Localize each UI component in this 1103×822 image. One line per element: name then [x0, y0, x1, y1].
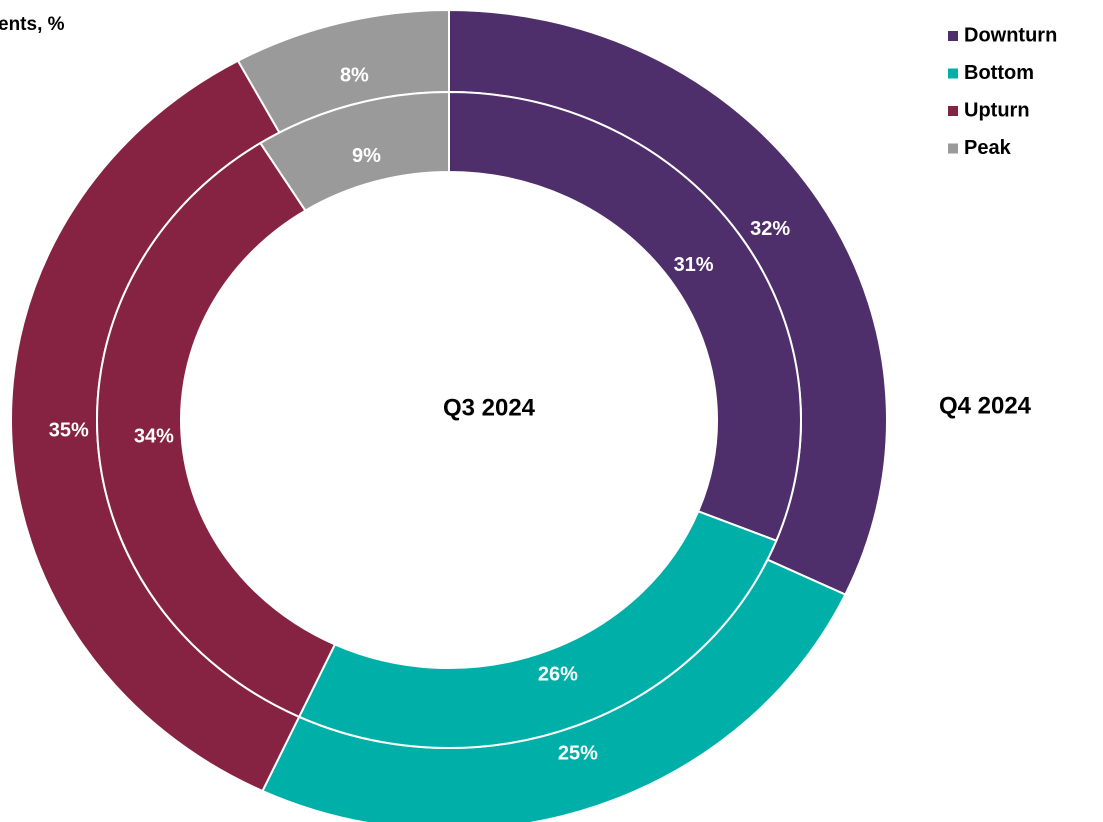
legend-swatch: [948, 106, 958, 116]
donut-segment: [96, 141, 337, 719]
legend-swatch: [948, 31, 958, 41]
data-label: 34%: [134, 426, 174, 448]
legend-swatch: [948, 143, 958, 154]
series-label: Q3 2024: [443, 394, 536, 421]
legend-label: Peak: [964, 137, 1012, 159]
data-label: 8%: [340, 64, 369, 86]
series-label: Q4 2024: [939, 392, 1032, 419]
data-label: 26%: [538, 663, 578, 685]
data-label: 31%: [674, 254, 714, 276]
donut-segment: [258, 90, 450, 212]
legend-label: Upturn: [964, 99, 1030, 121]
data-label: 35%: [49, 419, 89, 441]
legend-label: Downturn: [964, 24, 1057, 46]
chart-title: ents, %: [0, 14, 65, 35]
donut-segment: [448, 90, 802, 543]
legend-swatch: [948, 68, 958, 79]
data-label: 9%: [352, 145, 381, 167]
legend-label: Bottom: [964, 62, 1034, 84]
data-label: 25%: [558, 742, 598, 764]
data-label: 32%: [750, 218, 790, 240]
